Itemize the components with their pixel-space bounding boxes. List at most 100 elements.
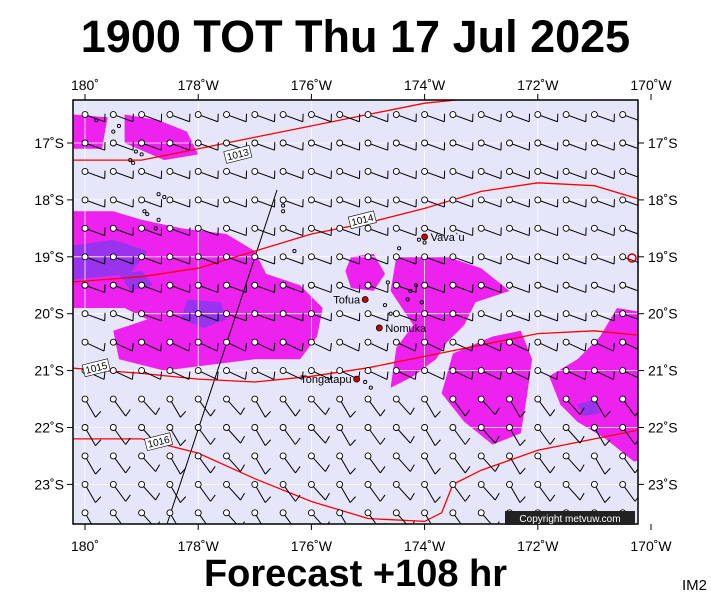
wind-barb-staff — [396, 170, 417, 180]
wind-barb-station — [279, 480, 287, 488]
wind-barb-staff — [509, 199, 530, 208]
wind-barb-feather — [188, 343, 191, 352]
wind-barb-station — [109, 111, 117, 119]
wind-barb-staff — [367, 170, 388, 180]
wind-barb-staff — [452, 455, 466, 474]
wind-barb-staff — [311, 284, 332, 293]
wind-barb-station — [81, 167, 89, 175]
wind-barb-staff — [396, 227, 417, 237]
wind-barb-staff — [84, 313, 105, 322]
wind-barb-staff — [395, 512, 408, 524]
wind-barb-station — [619, 424, 627, 431]
wind-barb-staff — [367, 256, 388, 265]
wind-barb-station — [421, 424, 429, 431]
wind-barb-staff — [594, 284, 615, 293]
wind-barb-staff — [113, 341, 133, 352]
place-marker — [353, 375, 361, 383]
wind-barb-station — [392, 338, 400, 346]
wind-barb-staff — [651, 456, 665, 472]
wind-barb-station — [449, 338, 457, 346]
wind-barb-station — [421, 253, 429, 261]
wind-barb-staff — [84, 455, 96, 475]
wind-barb-staff — [565, 227, 587, 237]
lon-label-top: 178˚W — [178, 77, 220, 93]
wind-barb-staff — [254, 512, 262, 524]
wind-barb-feather — [325, 464, 330, 472]
wind-barb-staff — [141, 170, 162, 180]
wind-barb-feather — [210, 409, 216, 417]
wind-barb-station — [449, 509, 457, 517]
wind-barb-station — [109, 395, 117, 403]
wind-barb-staff — [112, 398, 127, 417]
wind-barb-staff — [339, 398, 351, 418]
wind-barb-station — [477, 452, 485, 460]
wind-barb-feather — [216, 343, 219, 352]
wind-barb-station — [223, 196, 230, 204]
wind-barb-station — [336, 310, 344, 318]
wind-barb-station — [562, 167, 570, 175]
wind-barb-staff — [565, 256, 587, 265]
wind-barb-station — [590, 139, 598, 147]
precip-region-heavy — [73, 239, 148, 280]
wind-barb-station — [251, 139, 259, 147]
wind-barb-staff — [651, 171, 671, 178]
wind-barb-station — [619, 111, 627, 119]
wind-barb-staff — [622, 170, 638, 178]
wind-barb-station — [562, 196, 570, 204]
cyclone-symbol — [627, 253, 637, 263]
island-shape — [156, 192, 161, 197]
wind-barb-staff — [593, 455, 606, 475]
wind-barb-feather — [273, 343, 276, 352]
wind-barb-station — [534, 253, 542, 261]
wind-barb-feather — [464, 494, 471, 502]
wind-barb-station — [421, 338, 429, 346]
wind-barb-staff — [197, 455, 211, 474]
lon-label-bottom: 178˚W — [178, 538, 220, 554]
wind-barb-feather — [520, 525, 525, 531]
wind-barb-staff — [113, 227, 134, 237]
wind-barb-staff — [226, 313, 247, 322]
wind-barb-station — [223, 395, 230, 403]
wind-barb-staff — [537, 455, 551, 474]
wind-barb-station — [336, 367, 344, 375]
wind-barb-staff — [84, 512, 93, 524]
wind-barb-feather — [665, 522, 669, 529]
wind-barb-station — [279, 167, 287, 175]
wind-barb-station — [109, 196, 117, 204]
wind-barb-station — [336, 224, 344, 232]
wind-barb-station — [109, 509, 117, 517]
wind-barb-staff — [651, 115, 671, 122]
wind-barb-staff — [367, 341, 388, 352]
wind-barb-station — [279, 111, 287, 119]
wind-barb-feather — [295, 494, 301, 502]
wind-barb-station — [307, 167, 315, 175]
wind-barb-feather — [549, 494, 556, 502]
wind-barb-station — [648, 339, 654, 345]
chart-title: 1900 TOT Thu 17 Jul 2025 — [80, 11, 631, 62]
wind-barb-station — [534, 167, 542, 175]
wind-barb-station — [364, 167, 372, 175]
wind-barb-station — [477, 281, 485, 289]
wind-barb-staff — [509, 284, 530, 293]
wind-barb-station — [307, 196, 315, 204]
wind-barb-station — [392, 196, 400, 204]
wind-barb-station — [307, 480, 315, 488]
wind-barb-staff — [113, 256, 134, 265]
wind-barb-staff — [481, 170, 502, 180]
wind-barb-staff — [197, 398, 211, 417]
wind-barb-feather — [494, 492, 500, 501]
wind-barb-staff — [282, 313, 304, 322]
wind-barb-feather — [604, 410, 611, 418]
wind-barb-staff — [622, 341, 638, 350]
wind-barb-staff — [198, 313, 219, 322]
wind-barb-staff — [339, 114, 360, 123]
wind-barb-staff — [254, 484, 266, 503]
wind-barb-station — [421, 452, 429, 460]
wind-barb-station — [109, 139, 117, 147]
wind-barb-feather — [160, 371, 163, 380]
wind-barb-feather — [604, 439, 611, 447]
wind-barb-staff — [424, 256, 445, 265]
wind-barb-station — [364, 509, 372, 517]
wind-barb-station — [477, 139, 485, 147]
